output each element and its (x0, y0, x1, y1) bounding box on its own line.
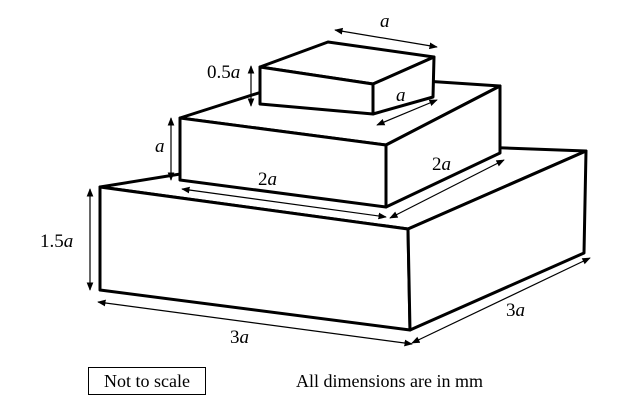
top-block (258, 40, 436, 116)
scale-note: Not to scale (88, 367, 206, 395)
units-note: All dimensions are in mm (296, 371, 483, 391)
middle-height-label: a (155, 136, 165, 157)
top-width-label: a (380, 11, 390, 32)
bottom-height-label: 1.5a (40, 231, 73, 252)
middle-depth-label: 2a (432, 154, 451, 175)
bottom-width-dim (97, 299, 413, 347)
bottom-depth-label: 3a (506, 300, 525, 321)
bottom-depth-dim (411, 257, 591, 344)
top-depth-label: a (396, 85, 406, 106)
middle-width-label: 2a (258, 169, 277, 190)
top-height-label: 0.5a (207, 62, 240, 83)
top-width-dim (334, 27, 438, 50)
middle-width-dim (181, 186, 387, 220)
dimension-labels: a a 0.5a a 2a 2a 1.5a 3a 3a (40, 11, 525, 348)
top-depth-dim (376, 99, 438, 126)
dimension-lines (86, 27, 591, 347)
bottom-width-label: 3a (230, 327, 249, 348)
middle-depth-dim (389, 159, 505, 219)
scale-note-text: Not to scale (104, 370, 190, 391)
